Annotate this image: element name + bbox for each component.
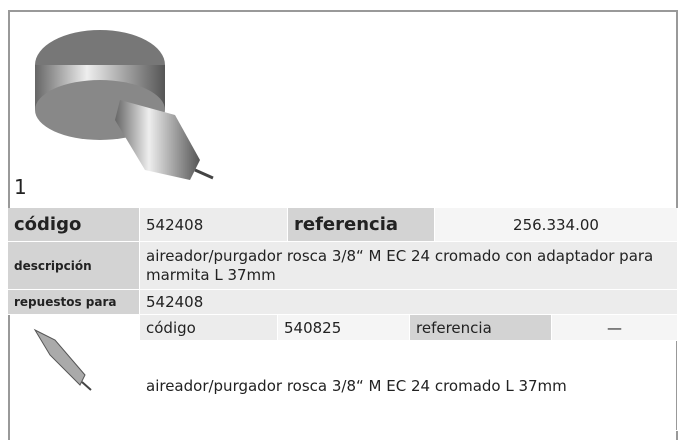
product-image	[35, 30, 214, 180]
value: 542408	[140, 290, 678, 315]
value: 540825	[278, 315, 410, 341]
label: código	[140, 315, 278, 341]
label: referencia	[410, 315, 552, 341]
spare-image	[33, 328, 92, 391]
value: 542408	[140, 208, 288, 242]
label: descripción	[8, 242, 140, 290]
image-label: 1	[14, 175, 27, 199]
value: 256.334.00	[435, 208, 678, 242]
value: aireador/purgador rosca 3/8“ M EC 24 cro…	[140, 242, 678, 290]
label: código	[8, 208, 140, 242]
description: aireador/purgador rosca 3/8“ M EC 24 cro…	[140, 341, 678, 431]
label: repuestos para	[8, 290, 140, 315]
label: referencia	[288, 208, 435, 242]
value: —	[552, 315, 678, 341]
